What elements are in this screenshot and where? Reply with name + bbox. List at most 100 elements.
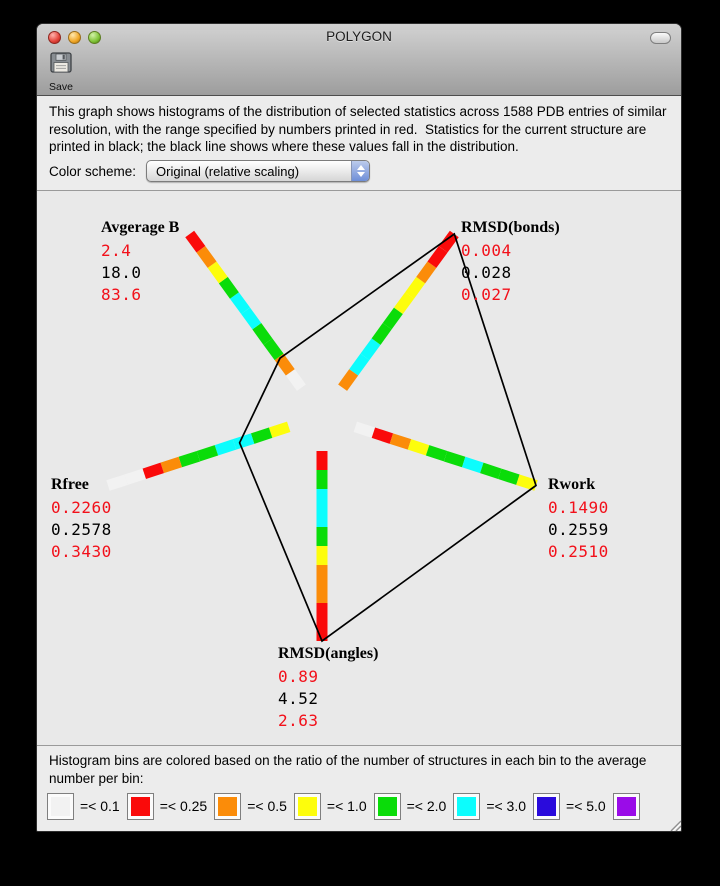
histogram-bin [389,433,412,450]
legend-color-swatch [293,792,321,820]
axis-min-value: 0.89 [278,667,319,686]
description-panel: This graph shows histograms of the distr… [37,96,681,191]
axis-label: RMSD(bonds) [461,219,560,236]
legend-color-swatch [453,792,481,820]
save-button-label: Save [49,81,73,93]
axis-max-value: 0.3430 [51,542,112,561]
resize-grip[interactable] [667,817,681,831]
axis-max-value: 0.2510 [548,542,609,561]
histogram-bin [349,353,370,376]
legend-label: =< 1.0 [326,798,367,814]
legend-color-swatch [47,792,74,820]
histogram-bin [371,322,392,345]
close-button[interactable] [48,31,61,44]
histogram-bin [405,276,426,299]
histogram-bin [498,468,520,485]
histogram-bin [229,292,251,315]
axis-current-value: 0.2559 [548,520,609,539]
histogram-bin [425,445,448,462]
axis-min-value: 0.1490 [548,498,609,517]
legend-label: =< 5.0 [566,798,606,814]
axis-max-value: 83.6 [101,285,142,304]
axis-max-value: 0.027 [461,285,512,304]
histogram-bin [416,261,437,284]
legend-item: =< 5.0 [533,792,606,820]
axis-min-value: 2.4 [101,241,132,260]
legend-item: =< 3.0 [453,792,527,820]
plot-panel: Avgerage B 2.4 18.0 83.6 RMSD(bonds) 0.0… [37,191,681,746]
color-scheme-selected-value: Original (relative scaling) [156,163,300,179]
histogram-bin [443,450,466,468]
histogram-bin [178,450,201,468]
save-floppy-icon [48,52,74,79]
legend-item: =< 0.5 [214,792,287,820]
axis-current-value: 18.0 [101,263,142,282]
color-scheme-select[interactable]: Original (relative scaling) [146,160,371,182]
histogram-bin [268,421,291,438]
histogram-bin [250,427,273,444]
legend-label: =< 0.5 [247,798,287,814]
histogram-bin [382,307,403,330]
histogram-bin [207,261,228,284]
histogram-bin [516,474,538,491]
axis-label: Avgerage B [101,219,180,236]
histogram-bin [285,369,306,391]
axis-current-value: 0.2578 [51,520,112,539]
axis-min-value: 0.004 [461,241,512,260]
histogram-bin [427,246,448,268]
legend-label: =< 3.0 [486,798,527,814]
histogram-bin [353,421,376,438]
polygon-window: POLYGON Save This graph shows h [36,23,682,832]
color-scheme-label: Color scheme: [49,163,137,179]
histogram-bin [393,292,415,315]
legend-color-swatch [612,792,640,820]
axis-min-value: 0.2260 [51,498,112,517]
histogram-bin [124,468,146,485]
axis-max-value: 2.63 [278,711,319,730]
window-title: POLYGON [326,29,392,44]
toolbar-toggle-pill-button[interactable] [650,32,671,44]
histogram-bin [371,427,394,444]
legend-color-swatch [126,792,154,820]
legend-label: =< 0.25 [159,798,208,814]
legend-panel: Histogram bins are colored based on the … [37,746,681,831]
histogram-bin [196,445,219,462]
legend-color-swatch [214,792,242,820]
axis-current-value: 0.028 [461,263,512,282]
axis-rfree: Rfree 0.2260 0.2578 0.3430 [51,476,112,563]
legend-label: =< 0.1 [80,798,120,814]
window-header: POLYGON Save [37,24,681,96]
polygon-chart [106,230,538,643]
histogram-bin [338,369,359,391]
color-scheme-row: Color scheme: Original (relative scaling… [49,159,371,183]
description-text: This graph shows histograms of the distr… [49,104,671,154]
legend-label: =< 2.0 [406,798,447,814]
histogram-bin [142,462,164,480]
histogram-bin [185,230,206,253]
popup-arrows-icon [351,161,370,181]
histogram-bin [438,230,459,253]
axis-label: Rfree [51,476,89,493]
zoom-button[interactable] [88,31,101,44]
legend-item: =< 0.25 [126,792,208,820]
axis-label: RMSD(angles) [278,645,379,662]
histogram-bin [252,322,273,345]
legend-item: =< 2.0 [373,792,447,820]
legend-color-swatch [533,792,561,820]
axis-current-value: 4.52 [278,689,319,708]
histogram-bin [218,276,239,299]
current-structure-polygon [238,232,537,643]
axis-label: Rwork [548,476,596,493]
histogram-bin [106,474,128,491]
minimize-button[interactable] [68,31,81,44]
axis-rwork: Rwork 0.1490 0.2559 0.2510 [548,476,609,563]
save-button[interactable]: Save [44,51,78,93]
histogram-bin [160,456,183,474]
histogram-bin [196,246,217,268]
legend-color-swatch [373,792,401,820]
axis-rmsd-bonds: RMSD(bonds) 0.004 0.028 0.027 [461,219,560,306]
axis-avgerage-b: Avgerage B 2.4 18.0 83.6 [101,219,179,306]
histogram-bin [263,338,284,361]
legend-item: =< 0.1 [47,792,120,820]
